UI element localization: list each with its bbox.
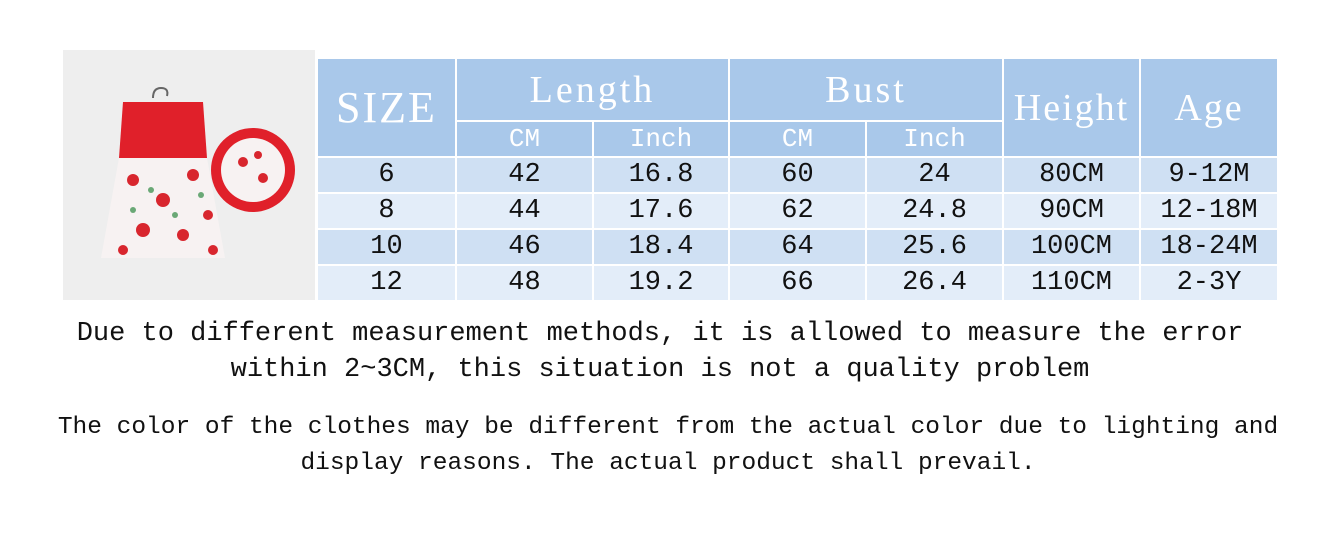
table-cell: 42 [455,156,594,194]
table-row: 8 44 17.6 62 24.8 90CM 12-18M [316,192,1279,230]
table-cell: 9-12M [1139,156,1279,194]
size-table: SIZE Length Bust Height Age CM Inch CM I… [316,57,1279,302]
unit-header: Inch [865,120,1004,158]
table-cell: 24.8 [865,192,1004,230]
table-cell: 110CM [1002,264,1141,302]
unit-header: CM [728,120,867,158]
table-cell: 12 [316,264,457,302]
size-header: SIZE [316,57,457,158]
height-header: Height [1002,57,1141,158]
note: Due to different measurement methods, it… [76,319,1244,385]
table-cell: 44 [455,192,594,230]
table-cell: 64 [728,228,867,266]
table-cell: 46 [455,228,594,266]
table-cell: 62 [728,192,867,230]
table-cell: 25.6 [865,228,1004,266]
table-cell: 17.6 [592,192,730,230]
table-cell: 60 [728,156,867,194]
table-cell: 19.2 [592,264,730,302]
unit-header: CM [455,120,594,158]
table-row: 12 48 19.2 66 26.4 110CM 2-3Y [316,264,1279,302]
table-cell: 12-18M [1139,192,1279,230]
age-header: Age [1139,57,1279,158]
product-photo [63,50,315,300]
unit-header: Inch [592,120,730,158]
table-row: 10 46 18.4 64 25.6 100CM 18-24M [316,228,1279,266]
table-body: 6 42 16.8 60 24 80CM 9-12M 8 44 17.6 62 24.8 90CM 12-… [316,156,1279,302]
table-cell: 24 [865,156,1004,194]
table-cell: 18-24M [1139,228,1279,266]
length-header: Length [455,57,730,122]
table-cell: 10 [316,228,457,266]
note: The color of the clothes may be differen… [57,414,1279,477]
table-cell: 16.8 [592,156,730,194]
table-cell: 66 [728,264,867,302]
table-cell: 18.4 [592,228,730,266]
table-cell: 90CM [1002,192,1141,230]
table-cell: 26.4 [865,264,1004,302]
table-cell: 100CM [1002,228,1141,266]
table-cell: 80CM [1002,156,1141,194]
table-cell: 2-3Y [1139,264,1279,302]
table-row: 6 42 16.8 60 24 80CM 9-12M [316,156,1279,194]
table-cell: 48 [455,264,594,302]
table-cell: 8 [316,192,457,230]
bust-header: Bust [728,57,1004,122]
table-cell: 6 [316,156,457,194]
